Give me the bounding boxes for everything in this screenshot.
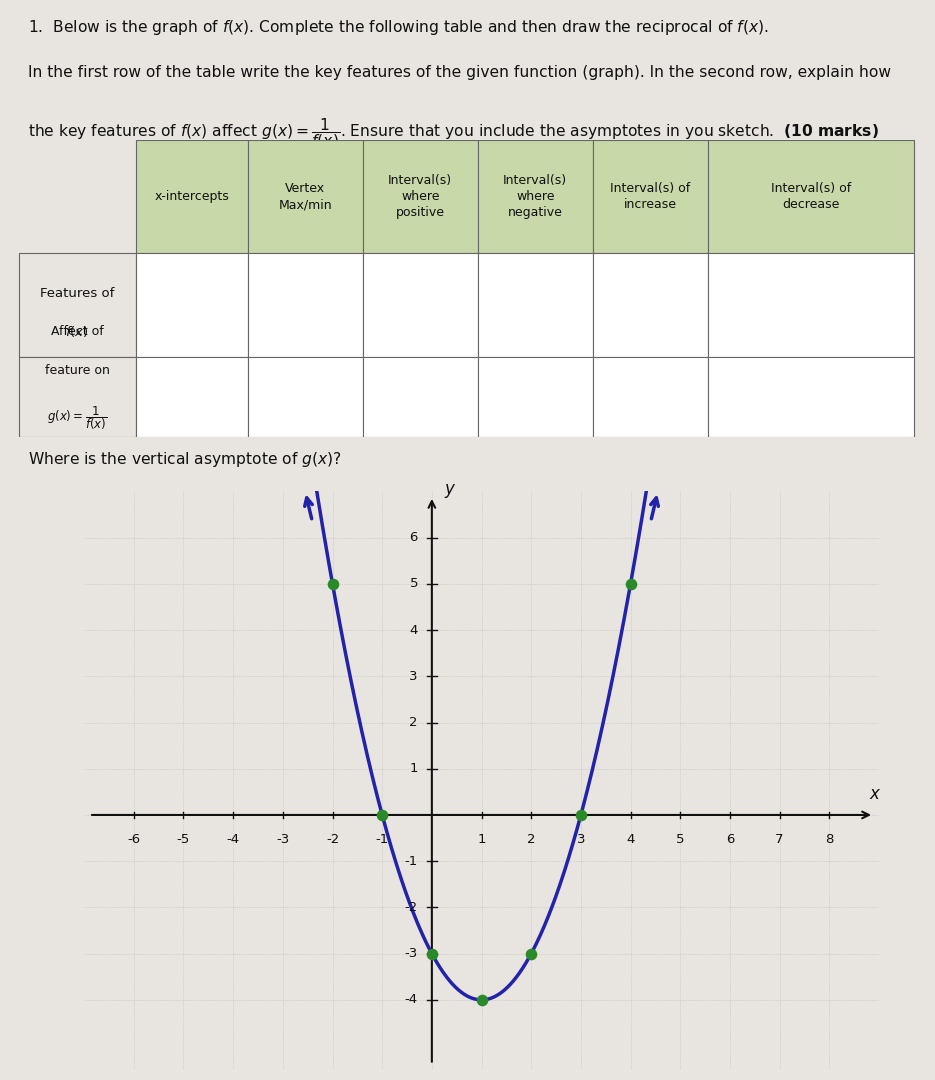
Text: Where is the vertical asymptote of $g(x)$?: Where is the vertical asymptote of $g(x)… (28, 449, 342, 469)
Bar (478, 357, 593, 437)
Text: 5: 5 (676, 833, 684, 846)
Bar (136, 140, 248, 253)
Text: 6: 6 (410, 531, 418, 544)
Bar (248, 357, 363, 437)
Bar (478, 253, 593, 357)
Bar (708, 357, 914, 437)
Text: 2: 2 (410, 716, 418, 729)
Bar (593, 140, 708, 253)
Text: 6: 6 (726, 833, 734, 846)
Text: -1: -1 (405, 854, 418, 867)
Bar (478, 140, 593, 253)
Text: 1.  Below is the graph of $f(x)$. Complete the following table and then draw the: 1. Below is the graph of $f(x)$. Complet… (28, 17, 769, 37)
Point (424, 945, 439, 962)
Text: 4: 4 (410, 623, 418, 636)
Text: Interval(s)
where
negative: Interval(s) where negative (503, 174, 568, 219)
Point (375, 807, 390, 824)
Text: Interval(s)
where
positive: Interval(s) where positive (388, 174, 453, 219)
Point (474, 991, 489, 1009)
Text: 5: 5 (410, 578, 418, 591)
Text: Interval(s) of
increase: Interval(s) of increase (611, 183, 690, 212)
Text: -5: -5 (177, 833, 190, 846)
Text: -3: -3 (405, 947, 418, 960)
Text: $g(x) = \dfrac{1}{f(x)}$: $g(x) = \dfrac{1}{f(x)}$ (47, 404, 108, 432)
Text: 7: 7 (775, 833, 784, 846)
Text: -4: -4 (226, 833, 239, 846)
Text: -2: -2 (326, 833, 339, 846)
Bar (708, 253, 914, 357)
Text: -3: -3 (276, 833, 290, 846)
Point (623, 576, 638, 593)
Text: -2: -2 (405, 901, 418, 914)
Bar (19, 253, 136, 357)
Text: Vertex
Max/min: Vertex Max/min (279, 183, 332, 212)
Point (573, 807, 588, 824)
Bar (248, 140, 363, 253)
Text: Features of: Features of (40, 287, 114, 300)
Text: 2: 2 (527, 833, 536, 846)
Text: the key features of $f(x)$ affect $g(x) = \dfrac{1}{f(x)}$. Ensure that you incl: the key features of $f(x)$ affect $g(x) … (28, 116, 879, 151)
Text: 4: 4 (626, 833, 635, 846)
Text: 3: 3 (410, 670, 418, 683)
Text: x: x (869, 785, 879, 804)
Text: -6: -6 (127, 833, 140, 846)
Text: 8: 8 (825, 833, 833, 846)
Text: x-intercepts: x-intercepts (154, 190, 229, 203)
Point (325, 576, 340, 593)
Text: 1: 1 (477, 833, 486, 846)
Text: 3: 3 (577, 833, 585, 846)
Text: 1: 1 (410, 762, 418, 775)
Bar (136, 253, 248, 357)
Text: Interval(s) of
decrease: Interval(s) of decrease (771, 183, 851, 212)
Bar (363, 140, 478, 253)
Bar (363, 253, 478, 357)
Text: $f(x)$: $f(x)$ (65, 324, 89, 339)
Bar (593, 357, 708, 437)
Bar (593, 253, 708, 357)
Bar (708, 140, 914, 253)
Text: feature on: feature on (45, 364, 109, 377)
Text: In the first row of the table write the key features of the given function (grap: In the first row of the table write the … (28, 65, 891, 80)
Point (524, 945, 539, 962)
Bar (248, 253, 363, 357)
Bar (19, 357, 136, 437)
Bar (363, 357, 478, 437)
Text: -4: -4 (405, 994, 418, 1007)
Text: Affect of: Affect of (50, 325, 104, 338)
Text: -1: -1 (376, 833, 389, 846)
Bar (136, 357, 248, 437)
Text: y: y (444, 481, 454, 498)
